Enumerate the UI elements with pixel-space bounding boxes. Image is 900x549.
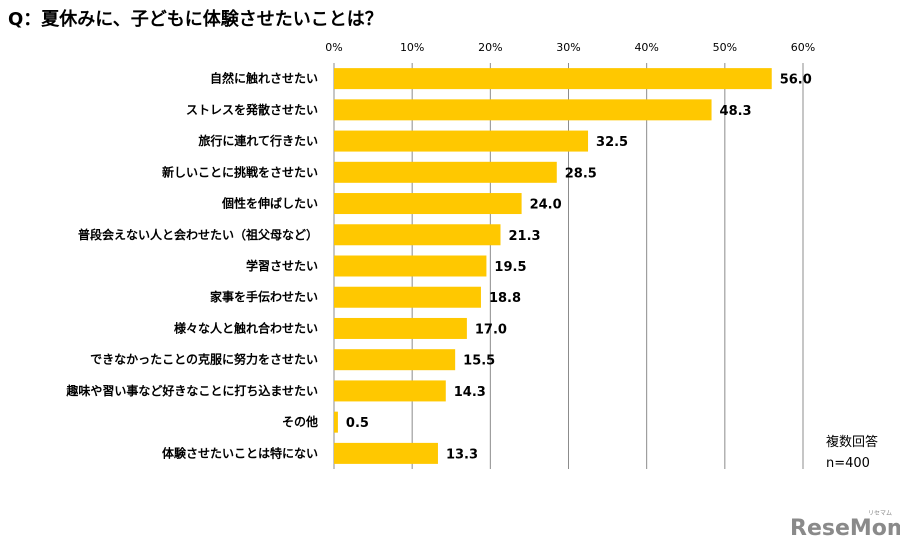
category-label: 趣味や習い事など好きなことに打ち込ませたい	[65, 383, 318, 398]
data-label: 24.0	[530, 198, 562, 213]
data-label: 32.5	[596, 135, 628, 150]
bar	[334, 255, 487, 277]
x-tick-label: 0%	[325, 41, 342, 54]
category-label: 家事を手伝わせたい	[210, 289, 318, 304]
category-label: ストレスを発散させたい	[186, 102, 318, 117]
sample-size-note: n=400	[826, 456, 870, 471]
bar	[334, 68, 772, 90]
x-tick-label: 10%	[400, 41, 424, 54]
category-label: 体験させたいことは特にない	[162, 445, 318, 460]
x-axis-ticks: 0% 10% 20% 30% 40% 50% 60%	[325, 41, 815, 54]
data-label: 18.8	[489, 291, 521, 306]
chart-title: Q：夏休みに、子どもに体験させたいことは？	[8, 8, 383, 30]
bar	[334, 161, 557, 183]
category-label: 自然に触れさせたい	[210, 71, 318, 86]
multiple-answer-note: 複数回答	[826, 434, 878, 450]
bar	[334, 411, 338, 433]
x-tick-label: 30%	[556, 41, 580, 54]
category-label: 様々な人と触れ合わせたい	[174, 320, 318, 335]
bar	[334, 286, 481, 308]
resemom-logo: ReseMom	[790, 516, 900, 541]
data-label: 28.5	[565, 166, 597, 181]
data-label: 13.3	[446, 447, 478, 462]
data-label: 48.3	[720, 104, 752, 119]
data-label: 21.3	[508, 229, 540, 244]
resemom-logo-small: リセマム	[868, 510, 892, 517]
data-label: 56.0	[780, 73, 812, 88]
bar	[334, 380, 446, 402]
category-label: 学習させたい	[246, 258, 318, 273]
category-labels: 自然に触れさせたいストレスを発散させたい旅行に連れて行きたい新しいことに挑戦をさ…	[65, 71, 318, 461]
data-label: 19.5	[494, 260, 526, 275]
data-label: 14.3	[454, 385, 486, 400]
bar	[334, 224, 501, 246]
category-label: その他	[282, 414, 318, 429]
data-label: 0.5	[346, 416, 369, 431]
category-label: できなかったことの克服に努力をさせたい	[90, 352, 318, 367]
data-label: 15.5	[463, 354, 495, 369]
category-label: 旅行に連れて行きたい	[198, 133, 318, 148]
bar	[334, 317, 467, 339]
bar	[334, 442, 438, 464]
category-label: 新しいことに挑戦をさせたい	[162, 164, 318, 179]
value-labels: 56.0 48.3 32.5 28.5 24.0 21.3 19.5 18.8 17.0 15.5…	[346, 73, 812, 463]
data-label: 17.0	[475, 322, 507, 337]
category-label: 普段会えない人と会わせたい（祖父母など）	[78, 227, 318, 242]
bar	[334, 349, 456, 371]
x-tick-label: 50%	[713, 41, 737, 54]
x-tick-label: 40%	[634, 41, 658, 54]
x-tick-label: 20%	[478, 41, 502, 54]
x-tick-label: 60%	[791, 41, 815, 54]
bar	[334, 99, 712, 121]
bar	[334, 130, 589, 152]
bars	[334, 68, 772, 464]
category-label: 個性を伸ばしたい	[221, 196, 318, 211]
bar	[334, 193, 522, 215]
